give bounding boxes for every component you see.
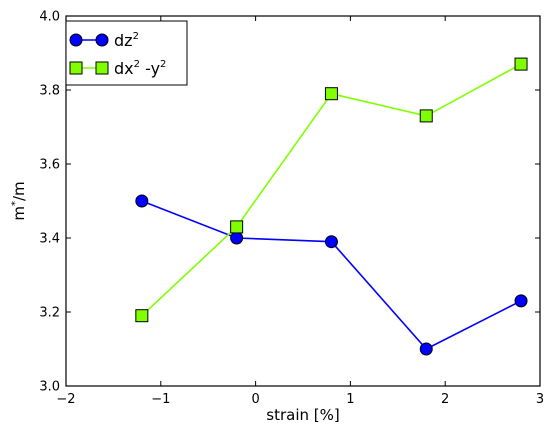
x-tick-label: 2 [441,392,449,407]
legend-item-dz2: dz2 [69,31,139,50]
data-point-dx2-y2 [230,220,244,234]
legend-label-dx2-y2-sup2: 2 [160,59,166,70]
series-line-dz2 [141,200,522,350]
y-tick-label: 3.6 [39,158,60,173]
x-tick-label: 0 [251,392,259,407]
legend: dz2 dx2 -y2 [65,20,188,86]
data-point-dx2-y2 [514,57,528,71]
x-tick-label: 1 [346,392,354,407]
y-tick-label: 3.8 [39,84,60,99]
legend-marker-dx2-y2 [95,61,109,75]
data-point-dx2-y2 [419,109,433,123]
y-axis-label-rest: /m [10,181,28,201]
legend-marker-dx2-y2 [69,61,83,75]
legend-label-dx2-y2: dx2 -y2 [114,59,166,78]
legend-item-dx2-y2: dx2 -y2 [69,59,166,78]
legend-marker-dz2 [95,33,109,47]
plot-area-frame [65,15,541,387]
chart-marks [135,57,528,356]
x-tick-label: −1 [151,392,170,407]
y-tick-label: 3.4 [39,232,60,247]
legend-label-dx2-y2-base1: dx [114,59,134,78]
y-axis-label-base: m [10,206,28,221]
legend-label-dz2: dz2 [114,31,139,50]
y-axis-label: m*/m [10,181,28,220]
legend-label-dx2-y2-base2: -y [140,59,160,78]
legend-box [65,20,188,86]
series-line-dx2-y2 [141,63,522,317]
x-axis-label: strain [%] [266,406,339,424]
data-point-dz2 [324,235,338,249]
y-tick-label: 3.2 [39,306,60,321]
axis-ticks: −2 −1 0 1 2 3 3.0 3.2 3.4 3.6 3.8 4.0 [39,10,544,408]
x-tick-label: −2 [56,392,75,407]
legend-label-dz2-sup: 2 [133,31,139,42]
data-point-dz2 [230,231,244,245]
y-axis-label-sup: * [10,201,21,206]
legend-label-dz2-base: dz [114,31,133,50]
legend-label-dx2-y2-sup1: 2 [134,59,140,70]
data-point-dx2-y2 [324,87,338,101]
y-tick-label: 4.0 [39,10,60,25]
y-tick-label: 3.0 [39,380,60,395]
legend-marker-dz2 [69,33,83,47]
data-point-dx2-y2 [135,309,149,323]
data-point-dz2 [135,194,149,208]
data-point-dz2 [514,294,528,308]
x-tick-label: 3 [536,392,544,407]
data-point-dz2 [419,342,433,356]
